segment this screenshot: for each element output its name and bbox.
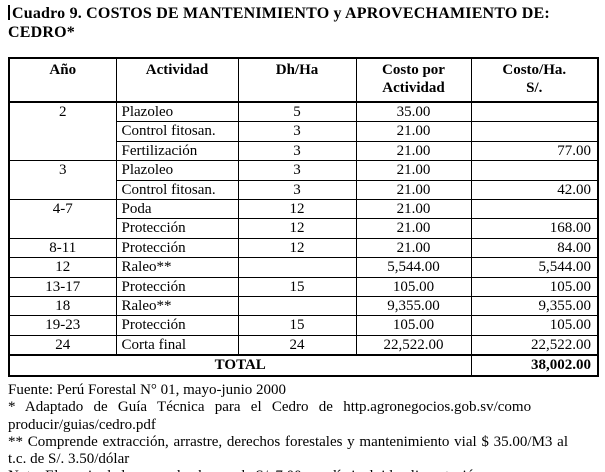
total-value: 38,002.00: [470, 354, 599, 377]
cell-dh-ha: 5: [237, 101, 357, 123]
note-comprende-line1: ** Comprende extracción, arrastre, derec…: [8, 433, 568, 450]
note-comprende-line2: t.c. de S/. 3.50/dólar: [8, 451, 130, 468]
cell-dh-ha: 3: [237, 121, 357, 142]
cell-costo-actividad: 35.00: [355, 101, 472, 123]
cell-costo-actividad: 21.00: [355, 179, 472, 201]
cell-actividad: Protección: [115, 315, 239, 336]
table-row: Protección 12 21.00 168.00: [9, 218, 599, 239]
cell-actividad: Protección: [115, 237, 239, 259]
table-row: 19-23 Protección 15 105.00 105.00: [8, 315, 599, 336]
cell-costo-ha: 9,355.00: [470, 296, 599, 317]
cell-costo-actividad: 21.00: [355, 160, 472, 181]
table-title: Cuadro 9. COSTOS DE MANTENIMIENTO y APRO…: [8, 4, 597, 42]
cell-ano: 24: [8, 334, 117, 356]
cell-costo-ha: [470, 101, 599, 123]
table-row: 2 Plazoleo 5 35.00: [8, 101, 599, 162]
cell-costo-ha: 168.00: [470, 218, 599, 239]
cell-dh-ha: 3: [237, 179, 357, 201]
cell-actividad: Protección: [115, 218, 239, 239]
cell-actividad: Plazoleo: [115, 160, 239, 181]
col-header-dh-ha: Dh/Ha: [237, 57, 357, 103]
note-adaptado-line1: * Adaptado de Guía Técnica para el Cedro…: [8, 399, 532, 416]
col-header-actividad: Actividad: [115, 57, 239, 103]
cell-actividad: Plazoleo: [115, 101, 239, 123]
cell-costo-ha: [470, 160, 599, 181]
cell-actividad: Corta final: [115, 334, 239, 356]
table-row: 12 Raleo** 5,544.00 5,544.00: [8, 257, 599, 278]
cell-actividad: Poda: [115, 199, 239, 220]
cell-costo-ha: [470, 121, 599, 142]
text-cursor-caret: [8, 5, 10, 20]
cell-actividad: Protección: [115, 276, 239, 298]
cell-costo-ha: [470, 199, 599, 220]
cell-ano: 19-23: [8, 315, 117, 336]
cell-costo-actividad: 21.00: [355, 237, 472, 259]
cell-costo-actividad: 22,522.00: [355, 334, 472, 356]
cell-dh-ha: 12: [237, 199, 357, 220]
cell-costo-ha: 77.00: [470, 140, 599, 162]
table-row: 24 Corta final 24 22,522.00 22,522.00: [8, 334, 599, 356]
table-row: 3 Plazoleo 3 21.00: [8, 160, 599, 201]
cell-dh-ha: [237, 257, 357, 278]
table-row: 13-17 Protección 15 105.00 105.00: [8, 276, 599, 298]
col-header-costo-ha: Costo/Ha. S/.: [470, 57, 599, 103]
cell-costo-actividad: 105.00: [355, 276, 472, 298]
cell-dh-ha: 12: [237, 237, 357, 259]
table-row: 8-11 Protección 12 21.00 84.00: [8, 237, 599, 259]
cell-costo-actividad: 21.00: [355, 140, 472, 162]
cell-costo-actividad: 5,544.00: [355, 257, 472, 278]
total-label: TOTAL: [8, 354, 472, 377]
cell-dh-ha: 15: [237, 276, 357, 298]
cell-costo-ha: 22,522.00: [470, 334, 599, 356]
total-row: TOTAL 38,002.00: [8, 354, 599, 377]
title-line1: Cuadro 9. COSTOS DE MANTENIMIENTO y APRO…: [12, 5, 550, 22]
table-row: 18 Raleo** 9,355.00 9,355.00: [8, 296, 599, 317]
cell-actividad: Raleo**: [115, 257, 239, 278]
table-row: 4-7 Poda 12 21.00: [8, 199, 599, 239]
table-row: Control fitosan. 3 21.00 42.00: [9, 179, 599, 201]
cell-ano: 4-7: [8, 199, 117, 239]
cell-dh-ha: 3: [237, 140, 357, 162]
cell-costo-ha: 84.00: [470, 237, 599, 259]
table-row: Fertilización 3 21.00 77.00: [9, 140, 599, 162]
cell-costo-actividad: 9,355.00: [355, 296, 472, 317]
labor-cost-note: Nota: El precio de la mano de obra es de…: [8, 468, 597, 472]
cell-costo-ha: 42.00: [470, 179, 599, 201]
col-header-costo-actividad: Costo por Actividad: [355, 57, 472, 103]
cell-costo-ha: 105.00: [470, 315, 599, 336]
cell-actividad: Control fitosan.: [115, 179, 239, 201]
cell-dh-ha: 24: [237, 334, 357, 356]
source-note: Fuente: Perú Forestal N° 01, mayo-junio …: [8, 382, 287, 399]
note-adaptado-line2: producir/guias/cedro.pdf: [8, 416, 156, 433]
cell-costo-actividad: 21.00: [355, 121, 472, 142]
cell-costo-ha: 5,544.00: [470, 257, 599, 278]
cell-actividad: Fertilización: [115, 140, 239, 162]
cell-costo-actividad: 21.00: [355, 218, 472, 239]
cell-costo-actividad: 105.00: [355, 315, 472, 336]
cell-ano: 8-11: [8, 237, 117, 259]
cell-dh-ha: 15: [237, 315, 357, 336]
cell-costo-ha: 105.00: [470, 276, 599, 298]
cell-dh-ha: 12: [237, 218, 357, 239]
cell-actividad: Raleo**: [115, 296, 239, 317]
cell-dh-ha: [237, 296, 357, 317]
cell-ano: 12: [8, 257, 117, 278]
cell-ano: 13-17: [8, 276, 117, 298]
cell-actividad: Control fitosan.: [115, 121, 239, 142]
title-line2: CEDRO*: [8, 24, 75, 41]
table-row: Control fitosan. 3 21.00: [9, 121, 599, 142]
footnotes: Fuente: Perú Forestal N° 01, mayo-junio …: [8, 382, 597, 472]
cell-ano: 2: [8, 101, 117, 162]
cell-ano: 18: [8, 296, 117, 317]
costs-table: Año Actividad Dh/Ha Costo por Actividad C…: [8, 57, 599, 378]
col-header-ano: Año: [8, 57, 117, 103]
cell-ano: 3: [8, 160, 117, 201]
cell-dh-ha: 3: [237, 160, 357, 181]
header-row: Año Actividad Dh/Ha Costo por Actividad C…: [8, 57, 599, 103]
cell-costo-actividad: 21.00: [355, 199, 472, 220]
